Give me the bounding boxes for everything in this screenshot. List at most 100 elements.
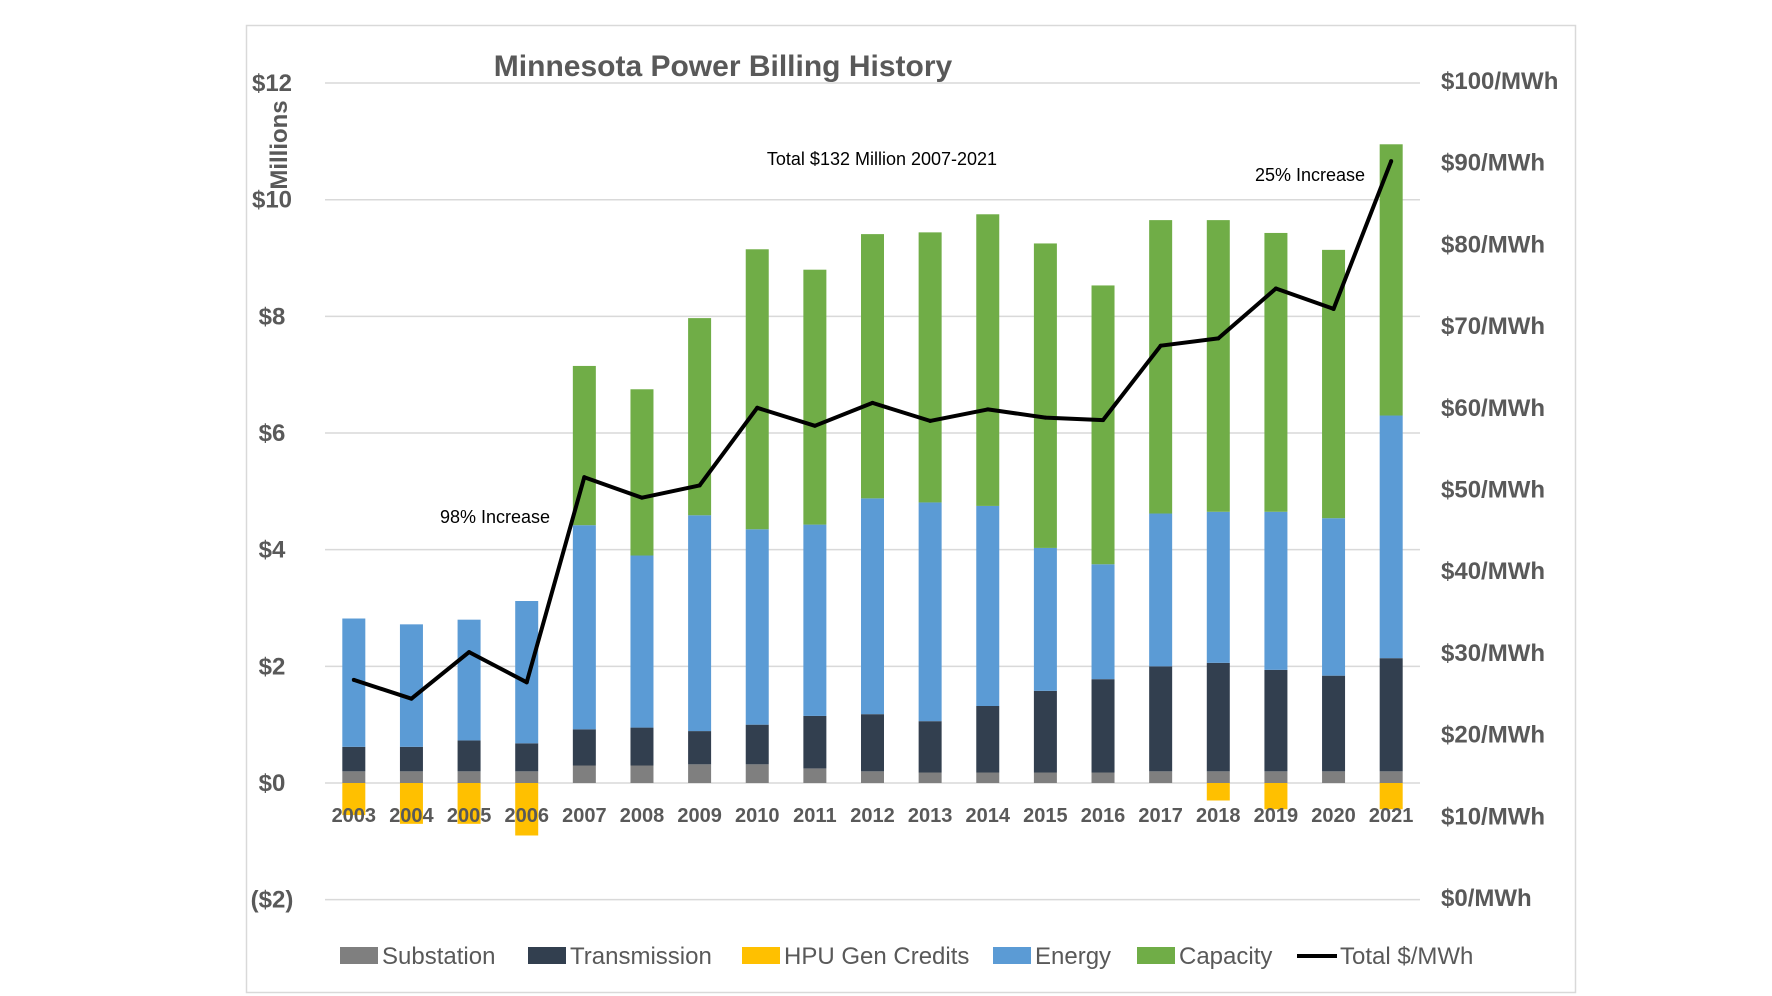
bar-transmission <box>1264 669 1288 772</box>
y-tick-label: $6 <box>259 420 286 447</box>
bar-substation <box>861 771 884 783</box>
y2-tick-label: $80/MWh <box>1441 231 1545 258</box>
total-mwh-point <box>697 483 702 488</box>
y2-tick-label: $90/MWh <box>1441 150 1545 177</box>
bar-capacity <box>803 269 827 525</box>
bar-capacity <box>630 389 654 556</box>
total-mwh-point <box>524 680 529 685</box>
bar-transmission <box>399 746 423 772</box>
y-tick-label: $0 <box>259 770 286 797</box>
x-tick-label: 2008 <box>620 805 665 827</box>
bar-energy <box>457 619 481 741</box>
bar-transmission <box>1091 679 1115 773</box>
bar-hpu-gen-credits <box>399 783 423 824</box>
chart-frame <box>245 24 1577 994</box>
legend-swatch-substation <box>340 947 378 964</box>
total-mwh-point <box>870 400 875 405</box>
legend-swatch-hpu-gen-credits <box>742 947 780 964</box>
bar-transmission <box>1322 675 1346 772</box>
annotation-total: Total $132 Million 2007-2021 <box>767 149 997 169</box>
total-mwh-point <box>985 407 990 412</box>
left-axis-ticks: ($2) $0 $2 $4 $6 $8 $10 $12 <box>251 70 294 914</box>
legend-label-total-mwh: Total $/MWh <box>1340 943 1473 970</box>
y2-tick-label: $100/MWh <box>1441 68 1558 95</box>
bar-transmission <box>745 724 769 765</box>
x-tick-label: 2007 <box>562 805 607 827</box>
total-mwh-point <box>1331 306 1336 311</box>
bar-energy <box>803 524 827 716</box>
bar-capacity <box>1091 285 1115 565</box>
x-tick-label: 2016 <box>1081 805 1126 827</box>
bar-energy <box>1379 415 1403 659</box>
bar-transmission <box>803 715 827 769</box>
y2-tick-label: $10/MWh <box>1441 803 1545 830</box>
bar-energy <box>1322 518 1346 676</box>
x-tick-label: 2020 <box>1311 805 1356 827</box>
bar-capacity <box>1149 220 1173 514</box>
legend-swatch-transmission <box>528 947 566 964</box>
bar-energy <box>515 601 539 744</box>
bar-energy <box>1149 513 1173 667</box>
bar-capacity <box>745 249 769 530</box>
y-tick-label: $12 <box>252 70 292 97</box>
total-mwh-point <box>1273 286 1278 291</box>
bar-capacity <box>688 318 712 516</box>
total-mwh-point <box>639 495 644 500</box>
x-tick-label: 2021 <box>1369 805 1414 827</box>
y2-tick-label: $50/MWh <box>1441 477 1545 504</box>
y2-tick-label: $60/MWh <box>1441 395 1545 422</box>
bar-substation <box>1091 772 1115 783</box>
total-mwh-point <box>928 418 933 423</box>
bar-transmission <box>976 706 1000 773</box>
x-tick-label: 2017 <box>1138 805 1183 827</box>
legend-label-transmission: Transmission <box>570 943 712 970</box>
bar-energy <box>1091 564 1115 680</box>
bar-energy <box>918 502 942 722</box>
bar-energy <box>1206 511 1230 663</box>
total-mwh-point <box>812 423 817 428</box>
bar-energy <box>630 555 654 728</box>
y2-tick-label: $30/MWh <box>1441 640 1545 667</box>
annotation-98-increase: 98% Increase <box>440 507 550 527</box>
bar-energy <box>976 505 1000 707</box>
bar-energy <box>1264 511 1288 670</box>
bar-transmission <box>515 743 539 772</box>
bar-transmission <box>630 727 654 766</box>
bar-transmission <box>342 746 366 772</box>
bar-substation <box>1379 771 1403 783</box>
x-tick-label: 2003 <box>332 805 377 827</box>
bar-transmission <box>1033 690 1057 773</box>
bar-substation <box>630 765 654 783</box>
chart-title: Minnesota Power Billing History <box>494 50 953 83</box>
y-axis-label: Millions <box>266 100 293 189</box>
bar-capacity <box>1379 144 1403 416</box>
bar-substation <box>515 771 539 783</box>
y-tick-label: ($2) <box>251 887 294 914</box>
bar-capacity <box>572 365 596 526</box>
legend-swatch-energy <box>993 947 1031 964</box>
x-tick-label: 2006 <box>504 805 549 827</box>
bar-series <box>342 144 1403 836</box>
bar-capacity <box>1033 243 1057 548</box>
total-mwh-point <box>1389 159 1394 164</box>
bar-energy <box>342 618 366 747</box>
x-tick-label: 2014 <box>966 805 1011 827</box>
bar-hpu-gen-credits <box>1206 783 1230 801</box>
x-tick-label: 2018 <box>1196 805 1241 827</box>
total-mwh-point <box>351 677 356 682</box>
bar-substation <box>1149 771 1173 783</box>
x-tick-label: 2010 <box>735 805 780 827</box>
bar-energy <box>399 624 423 747</box>
bar-transmission <box>918 721 942 773</box>
line-series <box>351 159 1394 701</box>
bar-substation <box>688 764 712 783</box>
total-mwh-point <box>467 650 472 655</box>
bar-substation <box>918 772 942 783</box>
bar-substation <box>1206 771 1230 783</box>
total-mwh-point <box>409 696 414 701</box>
bar-transmission <box>1149 666 1173 772</box>
y-tick-label: $4 <box>259 537 286 564</box>
bar-capacity <box>918 232 942 503</box>
total-mwh-point <box>1101 418 1106 423</box>
